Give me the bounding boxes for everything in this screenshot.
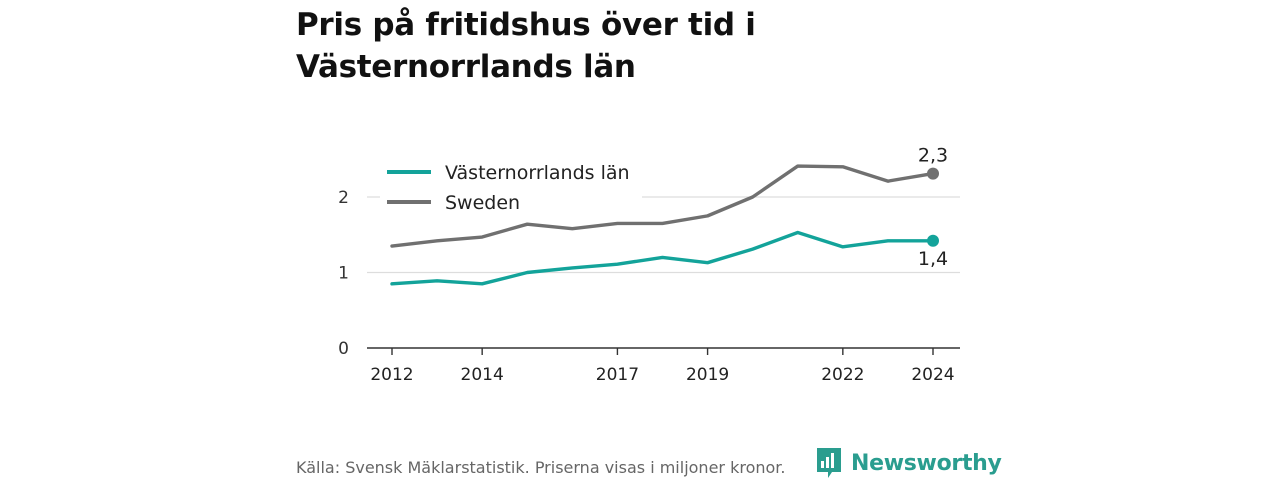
x-tick-label: 2017 bbox=[596, 365, 639, 385]
source-note: Källa: Svensk Mäklarstatistik. Priserna … bbox=[296, 458, 786, 477]
series-endpoint-sweden bbox=[927, 167, 939, 180]
newsworthy-logo-icon bbox=[817, 448, 841, 478]
legend: Västernorrlands län Sweden bbox=[380, 156, 642, 218]
legend-label: Västernorrlands län bbox=[445, 162, 630, 184]
legend-label: Sweden bbox=[445, 192, 520, 214]
x-tick-label: 2012 bbox=[370, 365, 413, 385]
y-tick-label: 0 bbox=[338, 339, 349, 359]
series-endpoint-vasternorrland bbox=[927, 234, 939, 247]
series-line-sweden bbox=[390, 164, 935, 248]
series-line-vasternorrland bbox=[390, 230, 935, 286]
y-tick-label: 2 bbox=[338, 188, 349, 208]
x-tick-label: 2022 bbox=[821, 365, 864, 385]
end-value-label: 2,3 bbox=[918, 145, 948, 167]
x-tick-label: 2019 bbox=[686, 365, 729, 385]
x-tick-label: 2014 bbox=[461, 365, 504, 385]
chart-title: Pris på fritidshus över tid i Västernorr… bbox=[296, 7, 756, 85]
series-lines bbox=[390, 164, 939, 286]
y-tick-label: 1 bbox=[338, 264, 349, 284]
end-value-label: 1,4 bbox=[918, 248, 948, 270]
legend-background bbox=[380, 156, 642, 218]
data-labels: 2,3 1,4 bbox=[918, 145, 948, 270]
x-tick-label: 2024 bbox=[911, 365, 954, 385]
axes: 0 1 2 2012 2014 2017 2019 2022 2024 bbox=[338, 188, 960, 385]
newsworthy-logo-text: Newsworthy bbox=[851, 450, 1002, 476]
newsworthy-logo: Newsworthy bbox=[815, 446, 1002, 480]
